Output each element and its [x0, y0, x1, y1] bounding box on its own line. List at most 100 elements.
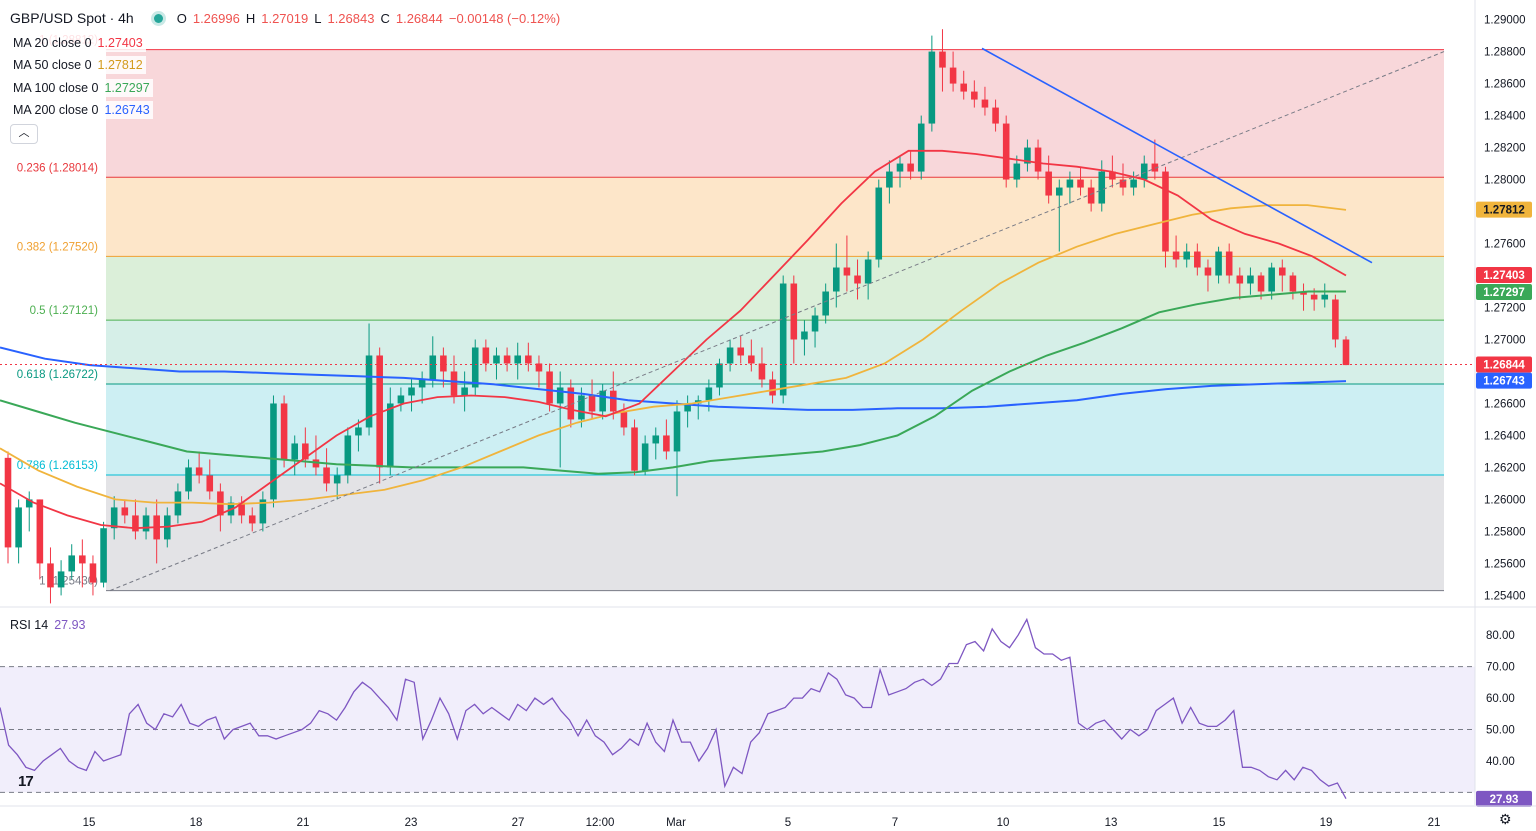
rsi-axis-label: 80.00: [1486, 630, 1515, 642]
ma100-line: [0, 290, 1346, 475]
time-axis-label: 7: [892, 817, 898, 829]
candle-body: [312, 459, 320, 468]
candle-body: [960, 83, 968, 92]
candle-body: [971, 91, 978, 100]
time-axis-label: 21: [1428, 817, 1441, 829]
high-label: H: [245, 10, 256, 26]
candle-body: [1098, 171, 1106, 204]
candle-body: [854, 275, 861, 284]
rsi-axis-label: 40.00: [1486, 756, 1515, 768]
ma100-legend[interactable]: MA 100 close 0 1.27297: [10, 79, 153, 97]
candle-body: [907, 163, 914, 172]
candle-body: [1300, 291, 1307, 295]
rsi-line: [0, 617, 1347, 800]
open-value: 1.26996: [192, 10, 240, 26]
candle-body: [1225, 251, 1233, 276]
candle-body: [1087, 187, 1095, 204]
market-open-status-icon: [153, 13, 163, 23]
candle-body: [89, 563, 97, 583]
candle-body: [1066, 179, 1074, 188]
time-axis-label: 27: [512, 817, 525, 829]
candle-body: [333, 475, 341, 484]
candle-body: [408, 387, 415, 396]
candle-body: [1119, 179, 1127, 188]
candle-body: [110, 507, 118, 529]
ma50-legend[interactable]: MA 50 close 0 1.27812: [10, 56, 146, 74]
candle-body: [673, 411, 681, 452]
candle-body: [376, 355, 383, 468]
price-axis-label: 1.28800: [1484, 47, 1526, 59]
price-axis-label: 1.25600: [1484, 558, 1526, 570]
candle-body: [1289, 275, 1297, 292]
low-label: L: [314, 10, 322, 26]
price-badge-bg: [1476, 372, 1532, 389]
candle-body: [25, 499, 33, 508]
candle-body: [386, 403, 394, 468]
candle-body: [1278, 267, 1286, 276]
candle-body: [556, 387, 564, 404]
candle-body: [1151, 163, 1159, 172]
candle-body: [641, 443, 649, 471]
ma200-line: [0, 346, 1347, 411]
candle-body: [811, 315, 819, 332]
candle-body: [1130, 179, 1137, 188]
candle-body: [769, 379, 776, 396]
candle-body: [949, 67, 957, 84]
time-axis-label: 12:00: [586, 817, 615, 829]
candle-body: [132, 515, 139, 532]
candle-body: [15, 507, 22, 548]
time-axis-label: 21: [297, 817, 310, 829]
price-axis-label: 1.27000: [1484, 334, 1526, 346]
candle-body: [1024, 147, 1031, 164]
tradingview-logo-icon[interactable]: 17: [18, 773, 34, 790]
fib-level-label-4: 0.618 (1.26722): [17, 369, 98, 381]
price-badge: 1.26743: [1483, 376, 1525, 388]
fib-zone-5: [106, 474, 1444, 591]
ma200-legend[interactable]: MA 200 close 0 1.26743: [10, 101, 153, 119]
gear-icon[interactable]: ⚙: [1499, 811, 1512, 827]
candle-body: [652, 435, 660, 444]
rsi-axis-label: 70.00: [1486, 662, 1515, 674]
candle-body: [57, 571, 65, 588]
rsi-badge-bg: [1476, 790, 1532, 807]
candle-body: [546, 371, 553, 404]
candle-body: [864, 259, 872, 284]
candle-body: [429, 355, 437, 380]
time-axis-label: 19: [1320, 817, 1333, 829]
candle-body: [461, 387, 468, 396]
candle-body: [280, 403, 288, 460]
price-axis-label: 1.27600: [1484, 239, 1526, 251]
candle-body: [1215, 251, 1222, 276]
fib-zone-4: [106, 383, 1444, 475]
ma20-legend[interactable]: MA 20 close 0 1.27403: [10, 34, 146, 52]
price-badge-bg: [1476, 267, 1532, 284]
fib-zone-0: [106, 49, 1444, 178]
candle-body: [238, 502, 245, 516]
time-axis-label: 18: [190, 817, 203, 829]
collapse-legend-button[interactable]: ︿: [10, 124, 38, 144]
candle-body: [1002, 123, 1010, 180]
rsi-axis-label: 60.00: [1486, 693, 1515, 705]
candle-body: [1172, 251, 1180, 260]
rsi-badge: 27.93: [1490, 794, 1519, 806]
candle-body: [1045, 171, 1052, 196]
candle-body: [514, 355, 522, 364]
high-value: 1.27019: [261, 10, 309, 26]
candle-body: [440, 355, 447, 372]
candle-body: [886, 171, 893, 188]
rsi-legend[interactable]: RSI 14 27.93: [10, 618, 86, 632]
candle-body: [1257, 275, 1265, 292]
candle-body: [1204, 267, 1212, 276]
price-axis-label: 1.27200: [1484, 303, 1526, 315]
candle-body: [142, 515, 150, 532]
candle-body: [206, 475, 214, 492]
rsi-value: 27.93: [54, 618, 86, 632]
candle-body: [928, 51, 936, 124]
ma200-value: 1.26743: [104, 103, 150, 117]
symbol-title[interactable]: GBP/USD Spot · 4h: [10, 10, 134, 26]
price-badge-bg: [1476, 356, 1532, 373]
ma20-line: [0, 149, 1347, 530]
candle-body: [716, 363, 723, 388]
ma20-value: 1.27403: [97, 36, 143, 50]
